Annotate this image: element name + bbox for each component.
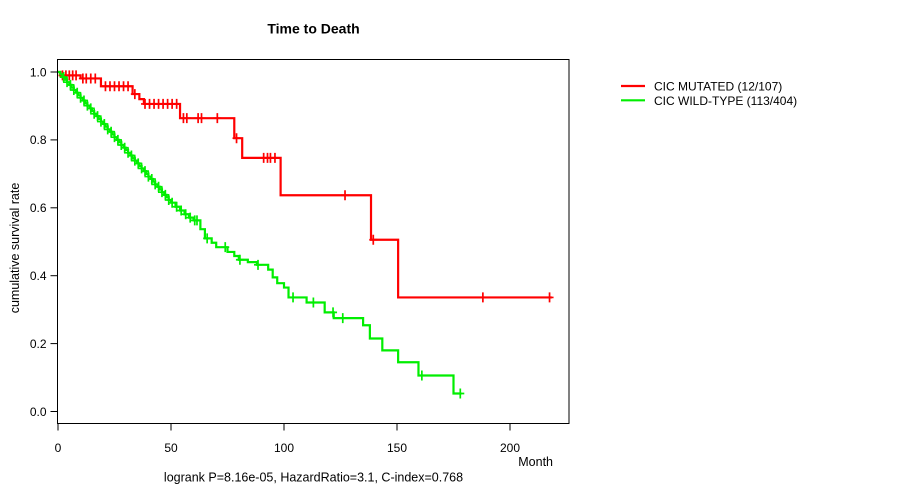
chart-title: Time to Death	[267, 21, 359, 37]
y-tick-label: 0.0	[30, 405, 47, 419]
x-axis-ticks: 0 50 100 150 200	[55, 423, 520, 455]
logrank-stats-annotation: logrank P=8.16e-05, HazardRatio=3.1, C-i…	[164, 471, 463, 485]
y-tick-label: 1.0	[30, 65, 47, 79]
y-tick-label: 0.4	[30, 269, 47, 283]
y-tick-label: 0.2	[30, 337, 47, 351]
x-tick-label: 200	[500, 441, 520, 455]
censor-marks-wildtype	[59, 72, 465, 399]
x-tick-label: 150	[387, 441, 407, 455]
x-axis-title: Month	[518, 455, 553, 469]
legend-label-mutated: CIC MUTATED (12/107)	[654, 80, 782, 94]
y-axis-ticks: 0.0 0.2 0.4 0.6 0.8 1.0	[30, 65, 58, 419]
x-tick-label: 0	[55, 441, 62, 455]
legend-label-wildtype: CIC WILD-TYPE (113/404)	[654, 94, 797, 108]
survival-curve-wildtype	[58, 70, 462, 395]
x-tick-label: 100	[274, 441, 294, 455]
y-tick-label: 0.6	[30, 201, 47, 215]
survival-curve-mutated	[58, 70, 552, 299]
censor-marks-mutated	[58, 70, 554, 303]
survival-curves	[58, 70, 554, 399]
plot-frame	[57, 59, 570, 424]
x-tick-label: 50	[164, 441, 178, 455]
y-axis-title: cumulative survival rate	[8, 183, 22, 314]
y-tick-label: 0.8	[30, 133, 47, 147]
legend: CIC MUTATED (12/107) CIC WILD-TYPE (113/…	[621, 80, 797, 108]
